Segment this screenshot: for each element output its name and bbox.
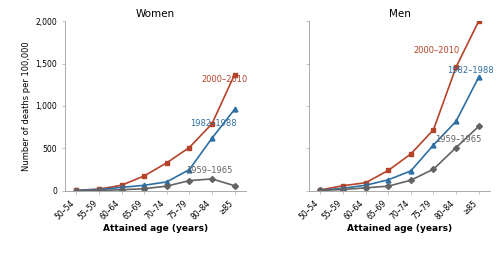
Title: Men: Men	[388, 9, 410, 19]
Y-axis label: Number of deaths per 100,000: Number of deaths per 100,000	[22, 41, 32, 171]
Text: 2000–2010: 2000–2010	[202, 75, 248, 84]
Text: 1982–1988: 1982–1988	[447, 66, 494, 75]
Text: 1959–1965: 1959–1965	[434, 135, 481, 144]
X-axis label: Attained age (years): Attained age (years)	[103, 224, 208, 233]
Text: 2000–2010: 2000–2010	[413, 46, 460, 55]
X-axis label: Attained age (years): Attained age (years)	[347, 224, 452, 233]
Text: 1982–1988: 1982–1988	[190, 119, 237, 128]
Text: 1959–1965: 1959–1965	[186, 166, 232, 175]
Title: Women: Women	[136, 9, 175, 19]
